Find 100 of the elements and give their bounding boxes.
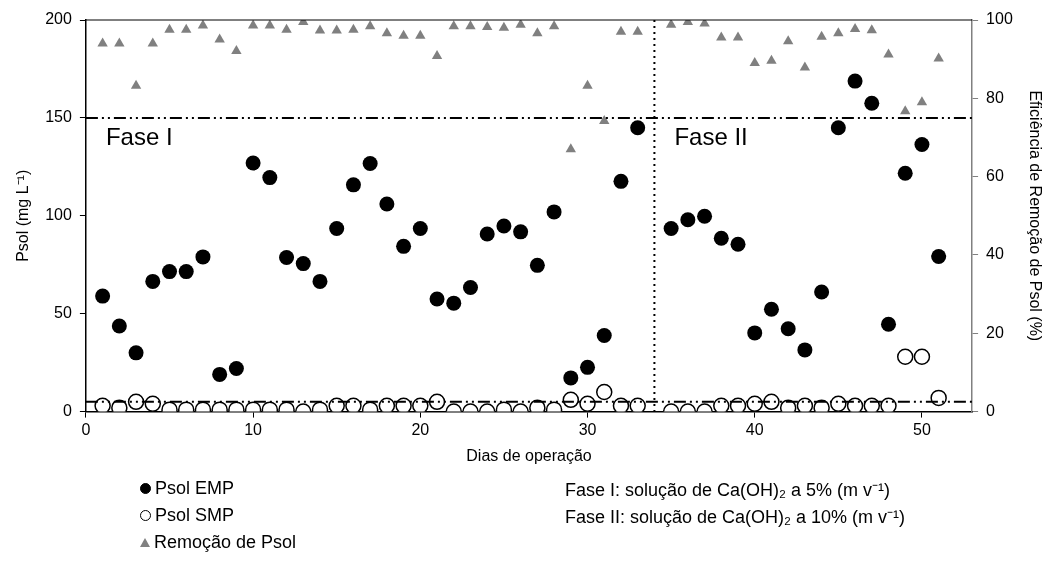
- point: [930, 389, 947, 407]
- point: [747, 325, 763, 341]
- point: [348, 23, 359, 33]
- point: [111, 318, 127, 334]
- point: [613, 173, 629, 189]
- point: [565, 143, 576, 153]
- point: [515, 20, 526, 28]
- point: [816, 30, 827, 40]
- point: [496, 218, 512, 234]
- point: [780, 321, 796, 337]
- point: [412, 221, 428, 237]
- point: [782, 35, 794, 45]
- point: [846, 397, 864, 412]
- point: [797, 342, 813, 358]
- point: [164, 23, 175, 33]
- x-tick-label: 0: [81, 420, 91, 438]
- point: [328, 397, 345, 412]
- point: [579, 395, 596, 412]
- point: [281, 23, 292, 33]
- point: [412, 397, 429, 412]
- point: [482, 21, 493, 31]
- point: [262, 170, 278, 186]
- y-tick-label: 100: [45, 206, 72, 224]
- point: [766, 54, 777, 64]
- point: [197, 20, 209, 29]
- point: [897, 165, 913, 181]
- point: [446, 295, 462, 311]
- point: [849, 23, 861, 33]
- point: [295, 256, 311, 272]
- legend-label: Psol SMP: [155, 505, 235, 526]
- point: [916, 96, 928, 106]
- y-tick-label: 50: [54, 304, 72, 322]
- point: [95, 288, 111, 304]
- x-tick-label: 10: [244, 420, 263, 438]
- point: [749, 57, 760, 67]
- point: [713, 230, 729, 246]
- point: [212, 366, 228, 382]
- point: [697, 208, 713, 224]
- point: [746, 395, 763, 412]
- text: Fase II: solução de Ca(OH)₂ a 10% (m v⁻¹): [565, 505, 906, 528]
- point: [362, 156, 378, 172]
- point: [345, 177, 361, 193]
- point: [582, 79, 593, 89]
- point: [630, 120, 646, 136]
- point: [130, 79, 142, 89]
- point: [713, 397, 730, 412]
- point: [381, 27, 393, 37]
- point: [94, 397, 111, 412]
- point: [599, 115, 610, 125]
- annotation: Fase II: [674, 122, 748, 150]
- point: [881, 316, 896, 332]
- point: [931, 249, 947, 265]
- point: [847, 73, 863, 89]
- x-tick-label: 40: [745, 420, 764, 438]
- legend-label: Remoção de Psol: [154, 532, 297, 553]
- point: [595, 383, 613, 401]
- point: [247, 20, 259, 29]
- point: [162, 264, 177, 280]
- y-axis-title: Psol (mg L⁻¹): [14, 169, 32, 262]
- point: [716, 31, 727, 41]
- point: [914, 137, 930, 153]
- point: [214, 33, 225, 43]
- x-tick-label: 30: [578, 420, 597, 438]
- point: [615, 25, 627, 35]
- point: [563, 370, 579, 386]
- point: [900, 105, 911, 115]
- y-tick-label: 150: [45, 108, 72, 126]
- point: [796, 397, 814, 412]
- point: [883, 48, 894, 58]
- point: [866, 24, 877, 34]
- point: [632, 25, 643, 35]
- legend-label: Psol EMP: [155, 478, 235, 499]
- point: [264, 20, 276, 29]
- point: [231, 44, 242, 54]
- point: [529, 257, 545, 273]
- point: [181, 23, 192, 33]
- point: [799, 61, 811, 71]
- y2-tick-label: 80: [986, 88, 1004, 106]
- point: [245, 155, 261, 171]
- point: [178, 264, 194, 280]
- point: [279, 250, 295, 266]
- point: [329, 221, 345, 237]
- point: [312, 273, 328, 289]
- point: [498, 21, 510, 31]
- point: [145, 273, 161, 289]
- point: [730, 236, 746, 252]
- point: [396, 238, 412, 254]
- point: [833, 27, 844, 37]
- point: [398, 29, 409, 39]
- point: [415, 29, 426, 39]
- point: [465, 20, 476, 30]
- point: [314, 24, 326, 34]
- point: [228, 361, 244, 377]
- point: [864, 95, 880, 111]
- point: [880, 397, 897, 412]
- point: [479, 226, 495, 242]
- point: [195, 249, 211, 265]
- y2-tick-label: 0: [986, 402, 996, 420]
- x-tick-label: 20: [411, 420, 430, 438]
- point: [128, 345, 144, 361]
